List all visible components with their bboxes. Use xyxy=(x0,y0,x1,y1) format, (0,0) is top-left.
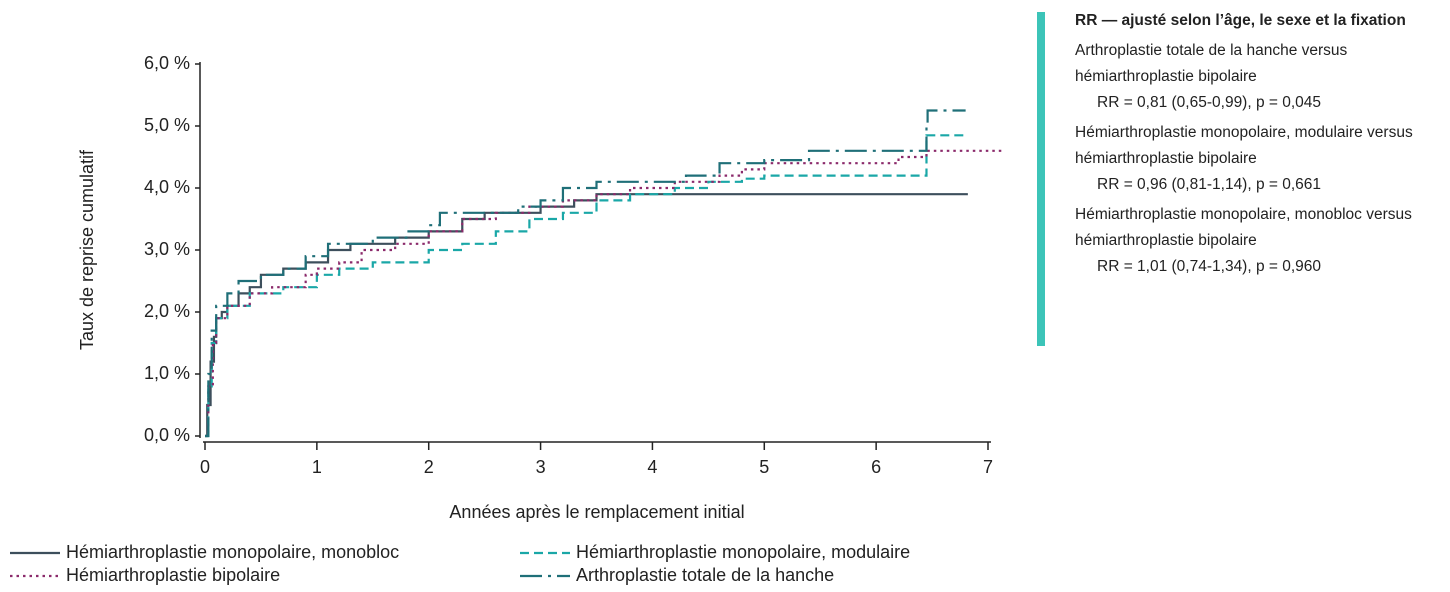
note-comparison: Hémiarthroplastie monopolaire, monobloc … xyxy=(1075,206,1412,249)
note-accent xyxy=(1037,12,1045,346)
legend-label: Hémiarthroplastie bipolaire xyxy=(66,565,280,585)
note-comparison: Hémiarthroplastie monopolaire, modulaire… xyxy=(1075,124,1413,167)
y-tick-label: 0,0 % xyxy=(144,425,190,445)
y-axis-title: Taux de reprise cumulatif xyxy=(77,149,97,350)
x-tick-label: 2 xyxy=(424,457,434,477)
series-line xyxy=(205,134,966,438)
x-tick-label: 7 xyxy=(983,457,993,477)
x-tick-label: 3 xyxy=(536,457,546,477)
y-tick-label: 4,0 % xyxy=(144,177,190,197)
x-tick-label: 5 xyxy=(759,457,769,477)
x-tick-label: 0 xyxy=(200,457,210,477)
note-panel: RR — ajusté selon l’âge, le sexe et la f… xyxy=(1075,8,1447,284)
chart: Taux de reprise cumulatif Années après l… xyxy=(10,53,1005,585)
y-tick-label: 3,0 % xyxy=(144,239,190,259)
x-tick-label: 4 xyxy=(647,457,657,477)
y-tick-label: 5,0 % xyxy=(144,115,190,135)
series-line xyxy=(205,193,968,438)
legend-label: Arthroplastie totale de la hanche xyxy=(576,565,834,585)
series-line xyxy=(205,109,966,438)
note-stat: RR = 0,81 (0,65-0,99), p = 0,045 xyxy=(1097,94,1322,111)
x-tick-label: 1 xyxy=(312,457,322,477)
note-comparison: Arthroplastie totale de la hanche versus… xyxy=(1075,42,1348,85)
y-tick-label: 6,0 % xyxy=(144,53,190,73)
series-line xyxy=(205,149,1005,438)
note-stat: RR = 0,96 (0,81-1,14), p = 0,661 xyxy=(1097,176,1322,193)
x-axis-title: Années après le remplacement initial xyxy=(449,502,744,522)
x-tick-label: 6 xyxy=(871,457,881,477)
note-title: RR — ajusté selon l’âge, le sexe et la f… xyxy=(1075,12,1406,29)
y-tick-label: 1,0 % xyxy=(144,363,190,383)
y-tick-label: 2,0 % xyxy=(144,301,190,321)
note-stat: RR = 1,01 (0,74-1,34), p = 0,960 xyxy=(1097,258,1322,275)
legend-label: Hémiarthroplastie monopolaire, monobloc xyxy=(66,542,399,562)
legend-label: Hémiarthroplastie monopolaire, modulaire xyxy=(576,542,910,562)
